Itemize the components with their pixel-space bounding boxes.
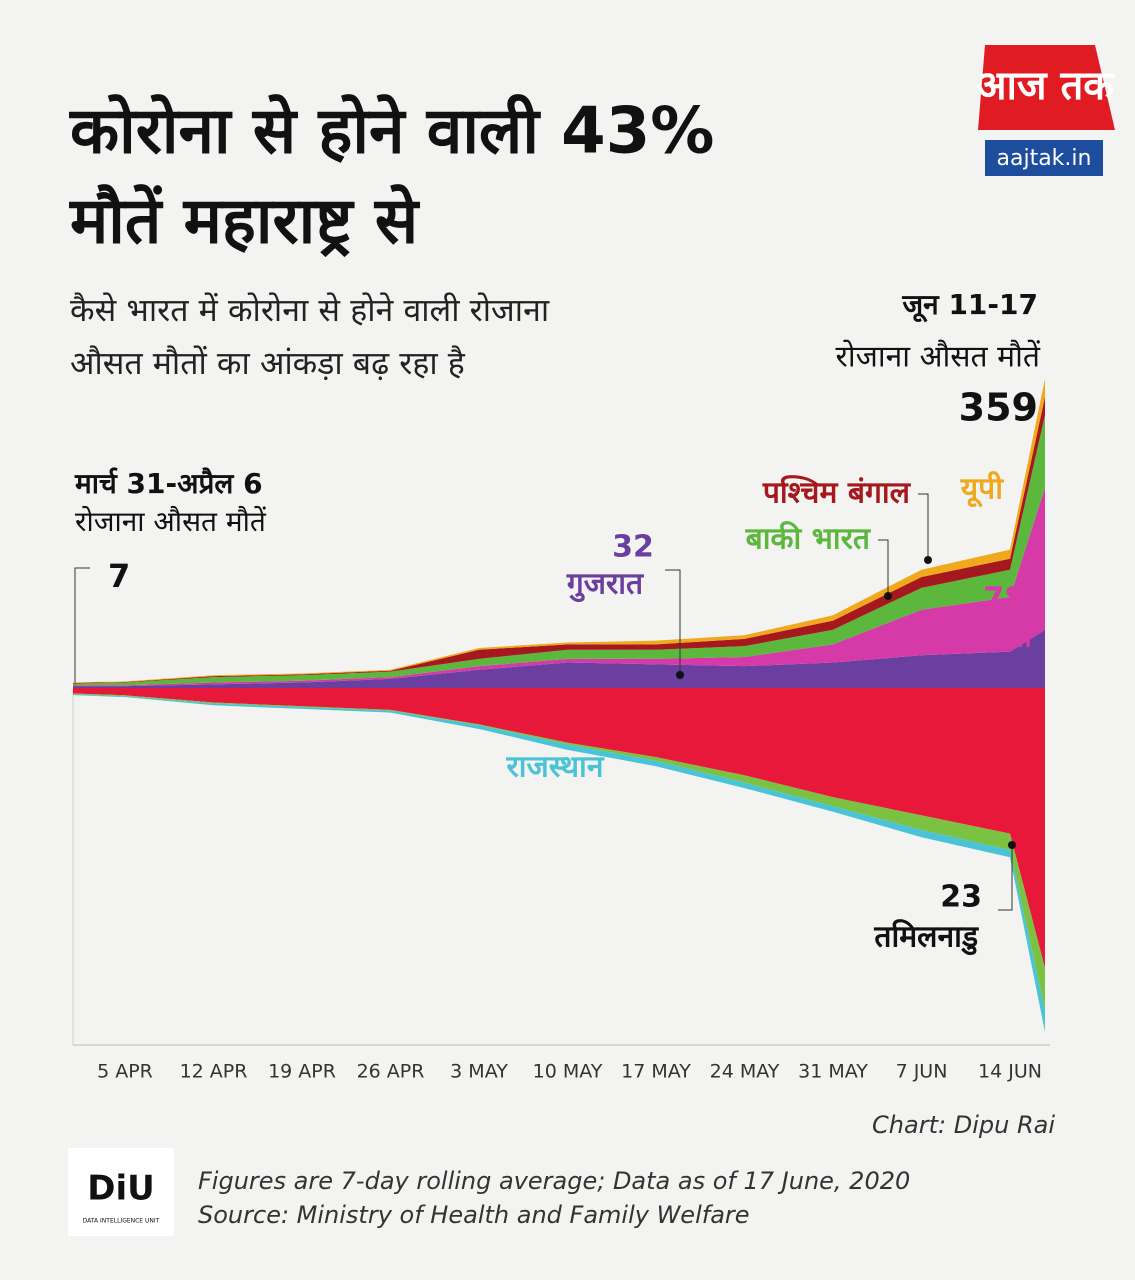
end-value: 359 bbox=[959, 386, 1038, 430]
series-name: गुजरात bbox=[566, 567, 645, 603]
series-name: राजस्थान bbox=[506, 750, 605, 785]
start-label-title: मार्च 31-अप्रैल 6 bbox=[74, 467, 263, 500]
x-tick-label: 3 MAY bbox=[450, 1061, 508, 1083]
logo-site: aajtak.in bbox=[997, 146, 1092, 171]
value-label: 78 bbox=[983, 582, 1025, 617]
value-label: 154 bbox=[957, 710, 1020, 745]
series-name: महाराष्ट्र bbox=[938, 752, 1020, 787]
diu-logo-caption: DATA INTELLIGENCE UNIT bbox=[83, 1218, 160, 1225]
leader bbox=[918, 493, 929, 560]
start-value: 7 bbox=[108, 557, 130, 595]
leader bbox=[998, 845, 1013, 911]
diu-logo-box bbox=[68, 1148, 174, 1236]
footer-note: Figures are 7-day rolling average; Data … bbox=[198, 1167, 910, 1195]
leader-dot bbox=[924, 556, 932, 564]
end-label-title: जून 11-17 bbox=[901, 288, 1038, 323]
series-name: दिल्ली bbox=[966, 619, 1034, 655]
x-tick-label: 7 JUN bbox=[896, 1061, 948, 1083]
leader-dot bbox=[884, 592, 892, 600]
footer-source: Source: Ministry of Health and Family We… bbox=[198, 1201, 750, 1229]
x-tick-label: 19 APR bbox=[268, 1061, 336, 1083]
title-line: मौतें महाराष्ट्र से bbox=[69, 184, 421, 259]
credit: Chart: Dipu Rai bbox=[872, 1111, 1055, 1139]
leader-dot bbox=[1008, 841, 1016, 849]
logo-text: आज तक bbox=[976, 63, 1115, 109]
x-tick-label: 5 APR bbox=[97, 1061, 153, 1083]
x-tick-label: 26 APR bbox=[357, 1061, 425, 1083]
x-tick-label: 12 APR bbox=[180, 1061, 248, 1083]
x-tick-label: 24 MAY bbox=[710, 1061, 780, 1083]
plot bbox=[73, 378, 1045, 1032]
start-label-subtitle: रोजाना औसत मौतें bbox=[75, 505, 267, 538]
series-name: बाकी भारत bbox=[745, 521, 872, 557]
value-label: 23 bbox=[940, 880, 982, 915]
x-tick-label: 14 JUN bbox=[978, 1061, 1042, 1083]
logo: आज तक aajtak.in bbox=[976, 45, 1115, 176]
title-line: कोरोना से होने वाली 43% bbox=[69, 94, 714, 169]
x-tick-label: 10 MAY bbox=[533, 1061, 603, 1083]
subtitle-line: औसत मौतों का आंकड़ा बढ़ रहा है bbox=[70, 344, 466, 382]
end-label-subtitle: रोजाना औसत मौतें bbox=[836, 340, 1041, 375]
x-tick-label: 31 MAY bbox=[798, 1061, 868, 1083]
subtitle-line: कैसे भारत में कोरोना से होने वाली रोजाना bbox=[70, 291, 550, 329]
stream-area bbox=[73, 629, 1045, 688]
series-name: तमिलनाडु bbox=[873, 919, 979, 956]
leader bbox=[665, 569, 681, 675]
leader bbox=[74, 567, 90, 688]
value-label: 32 bbox=[612, 530, 654, 565]
leader-dot bbox=[676, 671, 684, 679]
logo-shape bbox=[978, 45, 1115, 130]
logo-box bbox=[985, 140, 1103, 176]
series-name: पश्चिम बंगाल bbox=[762, 475, 912, 511]
x-tick-label: 17 MAY bbox=[621, 1061, 691, 1083]
series-name: यूपी bbox=[960, 471, 1004, 508]
diu-logo-text: DiU bbox=[87, 1169, 155, 1209]
leader bbox=[878, 539, 889, 596]
stream-area bbox=[73, 688, 1045, 969]
